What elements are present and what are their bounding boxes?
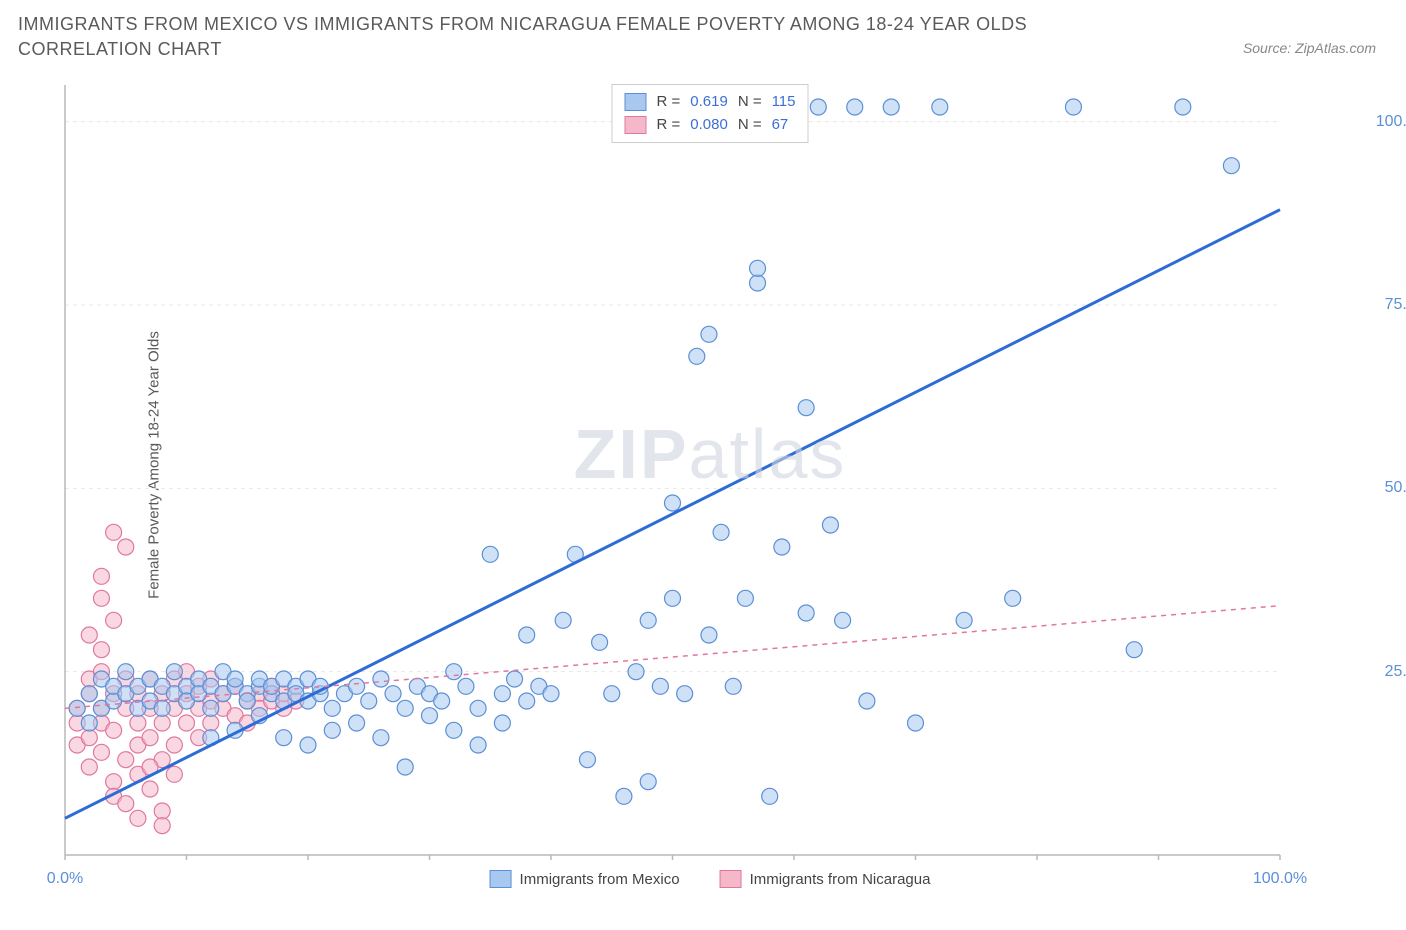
legend-n-value-nicaragua: 67 (772, 114, 789, 137)
legend-item-mexico: Immigrants from Mexico (490, 870, 680, 888)
legend-r-value-mexico: 0.619 (690, 91, 728, 114)
chart-area: R = 0.619 N = 115 R = 0.080 N = 67 ZIPat… (60, 80, 1360, 860)
x-tick-label: 0.0% (47, 870, 83, 888)
legend-n-label: N = (738, 91, 762, 114)
chart-title: IMMIGRANTS FROM MEXICO VS IMMIGRANTS FRO… (18, 12, 1118, 62)
legend-row-nicaragua: R = 0.080 N = 67 (625, 114, 796, 137)
y-tick-label: 75.0% (1385, 296, 1406, 314)
swatch-mexico-icon (490, 870, 512, 888)
legend-n-label: N = (738, 114, 762, 137)
scatter-plot (60, 80, 1360, 860)
swatch-nicaragua (625, 116, 647, 134)
legend-n-value-mexico: 115 (772, 91, 796, 114)
swatch-nicaragua-icon (720, 870, 742, 888)
swatch-mexico (625, 93, 647, 111)
legend-label-mexico: Immigrants from Mexico (520, 871, 680, 888)
y-tick-label: 100.0% (1376, 113, 1406, 131)
y-tick-label: 25.0% (1385, 663, 1406, 681)
legend-r-label: R = (657, 91, 681, 114)
y-tick-label: 50.0% (1385, 479, 1406, 497)
legend-label-nicaragua: Immigrants from Nicaragua (750, 871, 931, 888)
legend-row-mexico: R = 0.619 N = 115 (625, 91, 796, 114)
legend-item-nicaragua: Immigrants from Nicaragua (720, 870, 931, 888)
legend-r-value-nicaragua: 0.080 (690, 114, 728, 137)
x-tick-label: 100.0% (1253, 870, 1307, 888)
legend-r-label: R = (657, 114, 681, 137)
source-attribution: Source: ZipAtlas.com (1243, 40, 1376, 56)
series-legend: Immigrants from Mexico Immigrants from N… (490, 870, 931, 888)
correlation-legend: R = 0.619 N = 115 R = 0.080 N = 67 (612, 84, 809, 143)
